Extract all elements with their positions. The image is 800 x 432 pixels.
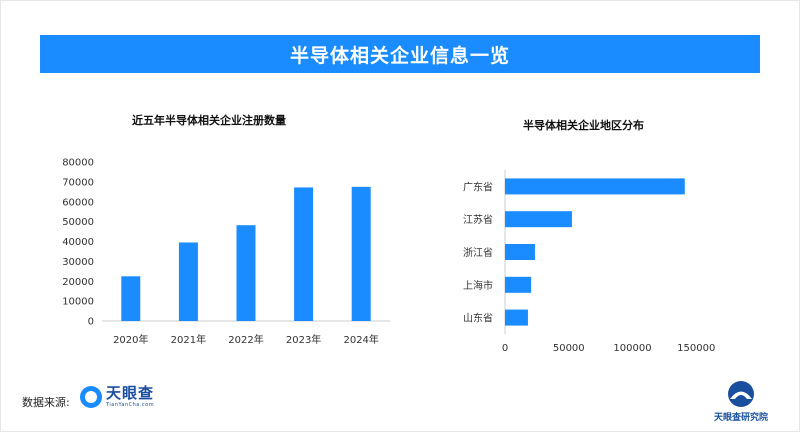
right-chart-bar-4 xyxy=(505,309,528,326)
left-chart-x-tick-0: 2020年 xyxy=(113,333,148,346)
left-chart-y-tick-0: 0 xyxy=(88,317,94,328)
left-chart-bar-1 xyxy=(178,242,198,321)
left-chart-bar-4 xyxy=(351,186,371,321)
left-chart-y-tick-5: 50000 xyxy=(62,217,94,228)
right-chart-y-tick-2: 浙江省 xyxy=(463,246,493,259)
left-chart-x-tick-3: 2023年 xyxy=(286,333,321,346)
left-chart-bar-3 xyxy=(294,187,314,321)
page-banner: 半导体相关企业信息一览 xyxy=(40,35,760,73)
tianyancha-logo-icon xyxy=(80,386,102,408)
left-chart-y-tick-7: 70000 xyxy=(62,177,94,188)
right-chart-bar-3 xyxy=(505,276,532,293)
right-chart-bar-2 xyxy=(505,244,535,260)
right-chart-y-tick-0: 广东省 xyxy=(463,180,493,193)
right-chart-x-tick-1: 50000 xyxy=(553,343,585,354)
left-chart-x-tick-2: 2022年 xyxy=(228,333,263,346)
right-chart-bar-1 xyxy=(505,211,572,228)
right-chart-title: 半导体相关企业地区分布 xyxy=(523,119,644,132)
left-chart-bar-2 xyxy=(236,225,256,321)
institute-logo-icon xyxy=(728,381,754,407)
institute-logo: 天眼查研究院 xyxy=(708,380,774,423)
left-chart-bar-0 xyxy=(121,276,141,321)
right-chart-x-tick-2: 100000 xyxy=(613,343,651,354)
left-chart-y-tick-3: 30000 xyxy=(62,257,94,268)
left-chart-x-tick-1: 2021年 xyxy=(171,333,206,346)
right-chart-y-tick-4: 山东省 xyxy=(463,312,493,325)
left-chart-y-tick-8: 80000 xyxy=(62,158,94,169)
left-chart-title: 近五年半导体相关企业注册数量 xyxy=(132,114,286,127)
left-chart-y-tick-6: 60000 xyxy=(62,197,94,208)
page-title: 半导体相关企业信息一览 xyxy=(289,44,510,67)
source-label: 数据来源: xyxy=(22,396,70,409)
left-chart-y-tick-4: 40000 xyxy=(62,237,94,248)
right-chart-x-tick-0: 0 xyxy=(502,343,508,354)
right-chart-y-tick-3: 上海市 xyxy=(463,279,493,292)
tianyancha-logo-subtext: TianYanCha.com xyxy=(106,402,155,408)
left-chart-x-tick-4: 2024年 xyxy=(343,333,378,346)
right-chart-bar-0 xyxy=(505,178,685,195)
right-chart-y-tick-1: 江苏省 xyxy=(463,213,493,226)
right-chart-x-tick-3: 150000 xyxy=(677,343,715,354)
tianyancha-logo: 天眼查 TianYanCha.com xyxy=(80,386,154,408)
left-chart-y-tick-1: 10000 xyxy=(62,297,94,308)
tianyancha-logo-text: 天眼查 xyxy=(106,384,155,402)
institute-name: 天眼查研究院 xyxy=(713,413,768,423)
left-chart-y-tick-2: 20000 xyxy=(62,277,94,288)
